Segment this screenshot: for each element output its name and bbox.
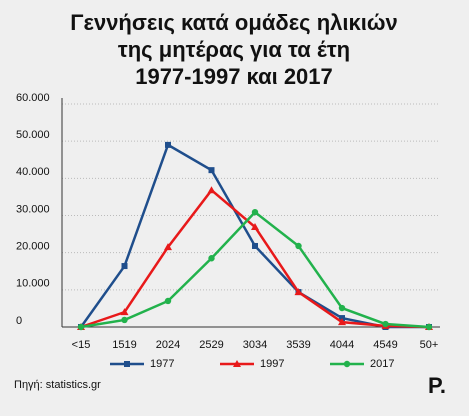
data-point	[338, 304, 346, 312]
y-tick-label: 30.000	[16, 203, 50, 215]
x-tick-label: 3034	[243, 339, 267, 351]
data-point	[164, 243, 172, 251]
data-point	[425, 323, 433, 331]
data-point	[121, 263, 128, 270]
x-tick-label: 3539	[286, 339, 310, 351]
data-point	[339, 315, 345, 322]
logo: P.	[428, 373, 446, 398]
data-point	[208, 255, 215, 262]
y-tick-label: 20.000	[16, 241, 50, 253]
x-tick-label: 2529	[199, 339, 223, 351]
chart-title: 1977-1997 και 2017	[135, 64, 333, 89]
y-tick-label: 60.000	[16, 92, 50, 104]
data-point	[251, 223, 259, 231]
data-point	[338, 318, 346, 326]
data-point	[382, 320, 389, 328]
data-point	[77, 323, 85, 331]
legend-label: 1977	[150, 358, 174, 370]
x-tick-label: 1519	[112, 339, 136, 351]
data-point	[207, 186, 216, 194]
legend-label: 2017	[370, 358, 394, 370]
data-point	[165, 141, 171, 148]
y-tick-label: 50.000	[16, 129, 50, 141]
y-tick-label: 0	[16, 315, 22, 327]
x-tick-label: 50+	[420, 339, 439, 351]
legend-marker	[124, 361, 130, 367]
data-point	[294, 288, 303, 296]
chart-title: της μητέρας για τα έτη	[118, 37, 350, 62]
data-point	[164, 297, 172, 305]
y-tick-label: 10.000	[16, 278, 50, 290]
legend-label: 1997	[260, 358, 284, 370]
chart-title: Γεννήσεις κατά ομάδες ηλικιών	[70, 10, 397, 35]
data-point	[251, 208, 259, 216]
x-tick-label: 4044	[330, 339, 354, 351]
legend-marker	[343, 360, 351, 368]
data-point	[208, 167, 215, 174]
legend-marker	[233, 360, 241, 367]
data-point	[121, 316, 128, 324]
source: Πηγή: statistics.gr	[14, 379, 101, 391]
data-point	[295, 242, 302, 250]
x-tick-label: 2024	[156, 339, 180, 351]
data-point	[252, 242, 258, 249]
x-tick-label: 4549	[373, 339, 397, 351]
x-tick-label: <15	[72, 339, 91, 351]
y-tick-label: 40.000	[16, 166, 50, 178]
data-point	[120, 308, 129, 316]
